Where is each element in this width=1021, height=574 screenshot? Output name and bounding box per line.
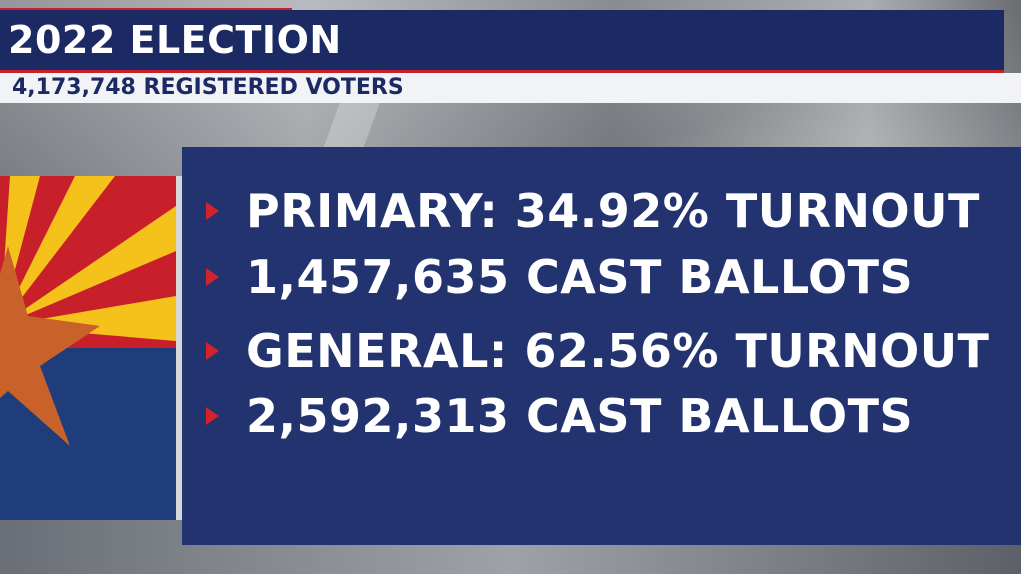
triangle-bullet-icon bbox=[206, 268, 219, 286]
stats-panel bbox=[182, 147, 1021, 545]
registered-voters-label: 4,173,748 REGISTERED VOTERS bbox=[12, 75, 404, 100]
stat-text: 2,592,313 CAST BALLOTS bbox=[246, 389, 914, 443]
stat-row-general-ballots: 2,592,313 CAST BALLOTS bbox=[182, 385, 1021, 447]
stat-text: GENERAL: 62.56% TURNOUT bbox=[246, 324, 990, 378]
flag-divider bbox=[176, 176, 182, 520]
title-accent-line bbox=[0, 8, 292, 11]
triangle-bullet-icon bbox=[206, 407, 219, 425]
subtitle-bar bbox=[0, 73, 1021, 103]
stat-text: 1,457,635 CAST BALLOTS bbox=[246, 250, 914, 304]
stat-text: PRIMARY: 34.92% TURNOUT bbox=[246, 184, 980, 238]
stat-row-primary-ballots: 1,457,635 CAST BALLOTS bbox=[182, 246, 1021, 308]
triangle-bullet-icon bbox=[206, 342, 219, 360]
arizona-flag-icon bbox=[0, 176, 176, 520]
page-title: 2022 ELECTION bbox=[8, 18, 342, 62]
title-bar bbox=[0, 10, 1004, 73]
triangle-bullet-icon bbox=[206, 202, 219, 220]
stat-row-general-turnout: GENERAL: 62.56% TURNOUT bbox=[182, 320, 1021, 382]
stat-row-primary-turnout: PRIMARY: 34.92% TURNOUT bbox=[182, 180, 1021, 242]
